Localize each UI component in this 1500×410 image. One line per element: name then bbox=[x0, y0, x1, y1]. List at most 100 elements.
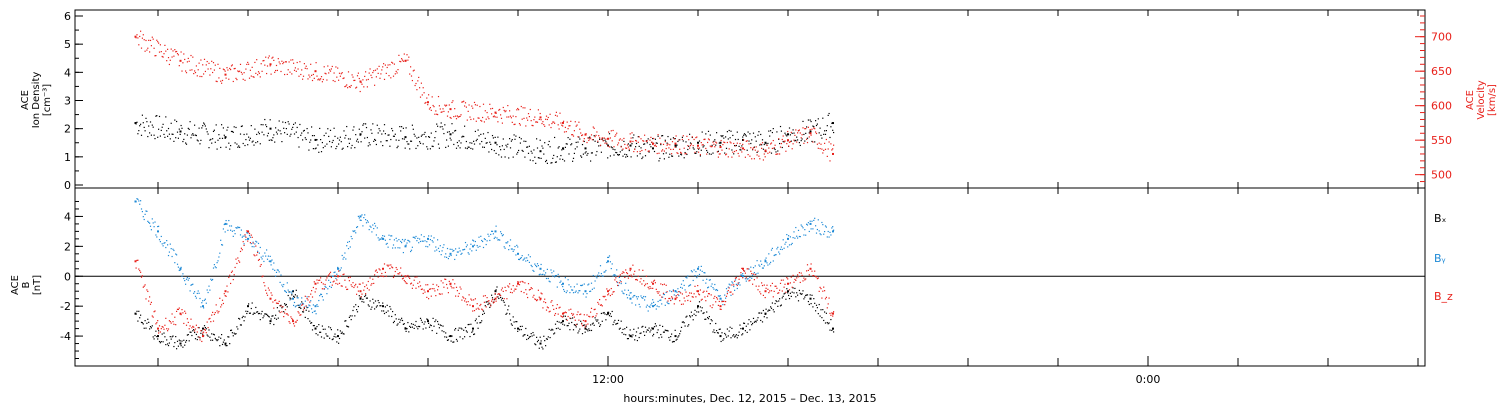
density-trace-dot bbox=[726, 131, 728, 133]
bx-trace-dot bbox=[527, 337, 530, 340]
density-trace-dot bbox=[615, 151, 617, 154]
density-trace-dot bbox=[288, 123, 290, 125]
velocity-trace-dot bbox=[154, 55, 156, 57]
by-trace-dot bbox=[140, 208, 143, 210]
bx-trace-dot bbox=[698, 301, 701, 303]
bx-trace-dot bbox=[194, 331, 196, 334]
density-trace-dot bbox=[336, 145, 338, 148]
density-trace-dot bbox=[650, 146, 652, 148]
density-trace-dot bbox=[671, 155, 674, 157]
velocity-trace-dot bbox=[783, 140, 785, 143]
bx-trace-dot bbox=[714, 331, 716, 334]
bz-trace-dot bbox=[492, 302, 494, 304]
bx-trace-dot bbox=[644, 334, 646, 337]
density-trace-dot bbox=[735, 144, 737, 147]
bx-trace-dot bbox=[279, 305, 281, 307]
by-trace-dot bbox=[621, 290, 623, 292]
bz-trace-dot bbox=[599, 304, 602, 306]
velocity-trace-dot bbox=[369, 68, 371, 70]
density-trace-dot bbox=[284, 121, 287, 124]
legend-bx: Bₓ bbox=[1434, 212, 1447, 225]
bz-trace-dot bbox=[301, 304, 303, 306]
bx-trace-dot bbox=[460, 327, 462, 329]
velocity-trace-dot bbox=[275, 69, 277, 72]
bx-trace-dot bbox=[661, 336, 663, 338]
velocity-trace-dot bbox=[491, 113, 493, 115]
bz-trace-dot bbox=[729, 291, 731, 293]
bx-trace-dot bbox=[577, 332, 579, 334]
by-trace-dot bbox=[724, 294, 726, 296]
by-trace-dot bbox=[437, 239, 439, 241]
by-trace-dot bbox=[521, 255, 523, 257]
density-trace-dot bbox=[800, 140, 802, 142]
bx-trace-dot bbox=[794, 287, 796, 290]
bz-trace-dot bbox=[649, 286, 651, 288]
bz-trace-dot bbox=[535, 298, 537, 301]
bx-trace-dot bbox=[249, 312, 251, 314]
bx-trace-dot bbox=[570, 317, 572, 320]
density-trace-dot bbox=[378, 128, 380, 130]
velocity-trace-dot bbox=[150, 45, 152, 47]
density-trace-dot bbox=[553, 154, 555, 157]
bx-trace-dot bbox=[695, 314, 697, 317]
density-trace-dot bbox=[622, 155, 624, 157]
bz-trace-dot bbox=[144, 284, 146, 286]
bz-trace-dot bbox=[351, 285, 353, 288]
bx-trace-dot bbox=[398, 318, 400, 320]
bx-trace-dot bbox=[670, 335, 672, 338]
by-trace-dot bbox=[605, 269, 607, 272]
velocity-trace-dot bbox=[322, 78, 324, 81]
by-trace-dot bbox=[563, 290, 566, 292]
bz-trace-dot bbox=[353, 286, 355, 289]
velocity-trace-dot bbox=[476, 104, 478, 106]
bz-trace-dot bbox=[817, 277, 819, 279]
bx-trace-dot bbox=[691, 315, 693, 317]
by-trace-dot bbox=[265, 255, 267, 257]
velocity-trace-dot bbox=[208, 62, 210, 64]
velocity-trace-dot bbox=[763, 153, 765, 155]
density-trace-dot bbox=[554, 136, 556, 139]
bx-trace-dot bbox=[575, 326, 577, 328]
bx-trace-dot bbox=[527, 334, 529, 336]
by-trace-dot bbox=[335, 277, 337, 280]
by-trace-dot bbox=[595, 275, 597, 278]
density-trace-dot bbox=[392, 135, 395, 137]
bz-trace-dot bbox=[665, 284, 667, 286]
bx-trace-dot bbox=[802, 290, 804, 292]
bz-trace-dot bbox=[176, 308, 179, 310]
bx-trace-dot bbox=[492, 301, 494, 303]
bz-trace-dot bbox=[392, 267, 394, 269]
bz-trace-dot bbox=[237, 257, 239, 259]
by-trace-dot bbox=[476, 244, 478, 247]
bx-trace-dot bbox=[374, 300, 377, 302]
bx-trace-dot bbox=[621, 332, 623, 334]
density-trace-dot bbox=[753, 146, 755, 148]
bx-trace-dot bbox=[735, 334, 737, 336]
bz-trace-dot bbox=[560, 315, 562, 317]
density-trace-dot bbox=[562, 158, 564, 161]
density-trace-dot bbox=[183, 138, 185, 141]
bz-trace-dot bbox=[765, 287, 767, 289]
by-trace-dot bbox=[436, 249, 438, 251]
by-trace-dot bbox=[143, 218, 145, 221]
bz-trace-dot bbox=[521, 280, 523, 283]
velocity-trace-dot bbox=[258, 72, 260, 74]
by-trace-dot bbox=[394, 247, 396, 249]
velocity-trace-dot bbox=[485, 118, 487, 120]
density-trace-dot bbox=[691, 136, 693, 139]
bx-trace-dot bbox=[293, 296, 296, 298]
bx-trace-dot bbox=[566, 325, 568, 327]
by-trace-dot bbox=[348, 240, 350, 243]
density-trace-dot bbox=[253, 144, 255, 146]
velocity-trace-dot bbox=[408, 56, 410, 58]
density-trace-dot bbox=[374, 139, 377, 141]
bz-trace-dot bbox=[714, 295, 716, 298]
density-trace-dot bbox=[278, 120, 280, 122]
velocity-trace-dot bbox=[812, 141, 814, 143]
by-trace-dot bbox=[740, 274, 742, 276]
density-trace-dot bbox=[638, 145, 640, 147]
by-trace-dot bbox=[249, 236, 251, 238]
density-trace-dot bbox=[763, 143, 765, 146]
bx-trace-dot bbox=[821, 317, 823, 319]
bz-trace-dot bbox=[721, 301, 723, 303]
